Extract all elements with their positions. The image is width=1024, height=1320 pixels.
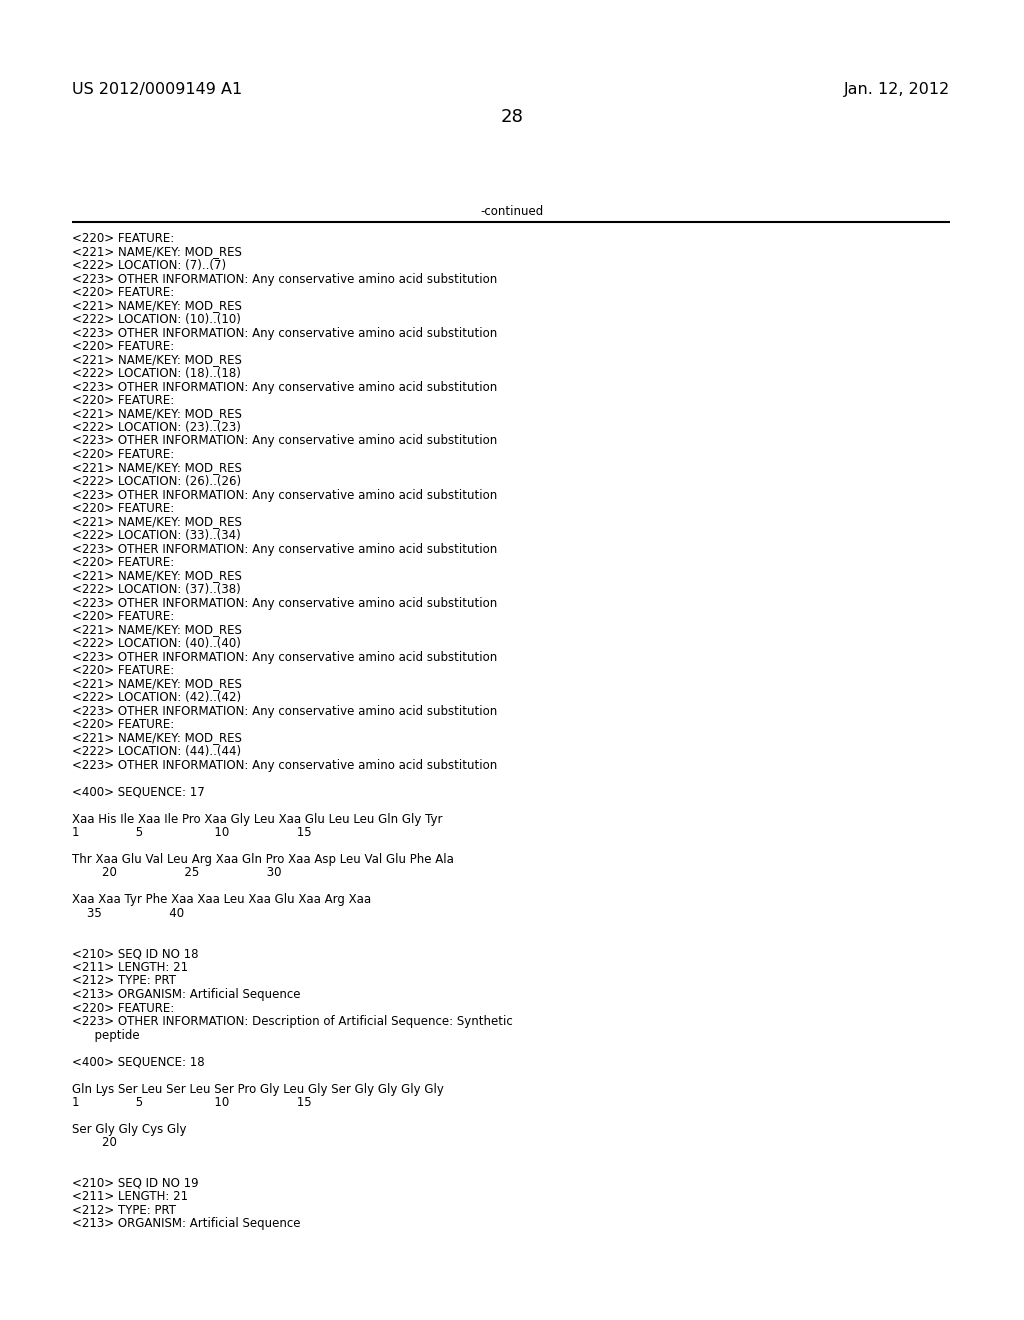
Text: Jan. 12, 2012: Jan. 12, 2012 (844, 82, 950, 96)
Text: <213> ORGANISM: Artificial Sequence: <213> ORGANISM: Artificial Sequence (72, 1217, 300, 1230)
Text: <221> NAME/KEY: MOD_RES: <221> NAME/KEY: MOD_RES (72, 354, 242, 367)
Text: <223> OTHER INFORMATION: Any conservative amino acid substitution: <223> OTHER INFORMATION: Any conservativ… (72, 326, 498, 339)
Text: <221> NAME/KEY: MOD_RES: <221> NAME/KEY: MOD_RES (72, 408, 242, 421)
Text: <220> FEATURE:: <220> FEATURE: (72, 718, 174, 731)
Text: Thr Xaa Glu Val Leu Arg Xaa Gln Pro Xaa Asp Leu Val Glu Phe Ala: Thr Xaa Glu Val Leu Arg Xaa Gln Pro Xaa … (72, 853, 454, 866)
Text: <222> LOCATION: (33)..(34): <222> LOCATION: (33)..(34) (72, 529, 241, 543)
Text: <211> LENGTH: 21: <211> LENGTH: 21 (72, 961, 188, 974)
Text: <223> OTHER INFORMATION: Any conservative amino acid substitution: <223> OTHER INFORMATION: Any conservativ… (72, 380, 498, 393)
Text: <220> FEATURE:: <220> FEATURE: (72, 393, 174, 407)
Text: 28: 28 (501, 108, 523, 125)
Text: peptide: peptide (72, 1028, 139, 1041)
Text: <222> LOCATION: (18)..(18): <222> LOCATION: (18)..(18) (72, 367, 241, 380)
Text: <222> LOCATION: (23)..(23): <222> LOCATION: (23)..(23) (72, 421, 241, 434)
Text: 35                  40: 35 40 (72, 907, 184, 920)
Text: -continued: -continued (480, 205, 544, 218)
Text: Xaa His Ile Xaa Ile Pro Xaa Gly Leu Xaa Glu Leu Leu Gln Gly Tyr: Xaa His Ile Xaa Ile Pro Xaa Gly Leu Xaa … (72, 813, 442, 825)
Text: <222> LOCATION: (42)..(42): <222> LOCATION: (42)..(42) (72, 690, 241, 704)
Text: <220> FEATURE:: <220> FEATURE: (72, 502, 174, 515)
Text: <211> LENGTH: 21: <211> LENGTH: 21 (72, 1191, 188, 1204)
Text: <221> NAME/KEY: MOD_RES: <221> NAME/KEY: MOD_RES (72, 246, 242, 259)
Text: <221> NAME/KEY: MOD_RES: <221> NAME/KEY: MOD_RES (72, 462, 242, 474)
Text: <210> SEQ ID NO 19: <210> SEQ ID NO 19 (72, 1177, 199, 1191)
Text: <221> NAME/KEY: MOD_RES: <221> NAME/KEY: MOD_RES (72, 569, 242, 582)
Text: <400> SEQUENCE: 18: <400> SEQUENCE: 18 (72, 1056, 205, 1068)
Text: <222> LOCATION: (26)..(26): <222> LOCATION: (26)..(26) (72, 475, 241, 488)
Text: <223> OTHER INFORMATION: Any conservative amino acid substitution: <223> OTHER INFORMATION: Any conservativ… (72, 434, 498, 447)
Text: 20: 20 (72, 1137, 117, 1150)
Text: <222> LOCATION: (10)..(10): <222> LOCATION: (10)..(10) (72, 313, 241, 326)
Text: <223> OTHER INFORMATION: Any conservative amino acid substitution: <223> OTHER INFORMATION: Any conservativ… (72, 651, 498, 664)
Text: <222> LOCATION: (44)..(44): <222> LOCATION: (44)..(44) (72, 744, 241, 758)
Text: <222> LOCATION: (40)..(40): <222> LOCATION: (40)..(40) (72, 638, 241, 649)
Text: <220> FEATURE:: <220> FEATURE: (72, 232, 174, 246)
Text: <221> NAME/KEY: MOD_RES: <221> NAME/KEY: MOD_RES (72, 731, 242, 744)
Text: <221> NAME/KEY: MOD_RES: <221> NAME/KEY: MOD_RES (72, 623, 242, 636)
Text: <213> ORGANISM: Artificial Sequence: <213> ORGANISM: Artificial Sequence (72, 987, 300, 1001)
Text: <220> FEATURE:: <220> FEATURE: (72, 556, 174, 569)
Text: Ser Gly Gly Cys Gly: Ser Gly Gly Cys Gly (72, 1123, 186, 1137)
Text: <223> OTHER INFORMATION: Description of Artificial Sequence: Synthetic: <223> OTHER INFORMATION: Description of … (72, 1015, 513, 1028)
Text: US 2012/0009149 A1: US 2012/0009149 A1 (72, 82, 243, 96)
Text: <223> OTHER INFORMATION: Any conservative amino acid substitution: <223> OTHER INFORMATION: Any conservativ… (72, 272, 498, 285)
Text: <212> TYPE: PRT: <212> TYPE: PRT (72, 1204, 176, 1217)
Text: <220> FEATURE:: <220> FEATURE: (72, 664, 174, 677)
Text: <223> OTHER INFORMATION: Any conservative amino acid substitution: <223> OTHER INFORMATION: Any conservativ… (72, 705, 498, 718)
Text: Gln Lys Ser Leu Ser Leu Ser Pro Gly Leu Gly Ser Gly Gly Gly Gly: Gln Lys Ser Leu Ser Leu Ser Pro Gly Leu … (72, 1082, 443, 1096)
Text: <223> OTHER INFORMATION: Any conservative amino acid substitution: <223> OTHER INFORMATION: Any conservativ… (72, 597, 498, 610)
Text: 20                  25                  30: 20 25 30 (72, 866, 282, 879)
Text: <212> TYPE: PRT: <212> TYPE: PRT (72, 974, 176, 987)
Text: 1               5                   10                  15: 1 5 10 15 (72, 1096, 311, 1109)
Text: <223> OTHER INFORMATION: Any conservative amino acid substitution: <223> OTHER INFORMATION: Any conservativ… (72, 488, 498, 502)
Text: <220> FEATURE:: <220> FEATURE: (72, 1002, 174, 1015)
Text: 1               5                   10                  15: 1 5 10 15 (72, 826, 311, 840)
Text: <223> OTHER INFORMATION: Any conservative amino acid substitution: <223> OTHER INFORMATION: Any conservativ… (72, 759, 498, 771)
Text: <220> FEATURE:: <220> FEATURE: (72, 447, 174, 461)
Text: <210> SEQ ID NO 18: <210> SEQ ID NO 18 (72, 948, 199, 961)
Text: <222> LOCATION: (37)..(38): <222> LOCATION: (37)..(38) (72, 583, 241, 597)
Text: <221> NAME/KEY: MOD_RES: <221> NAME/KEY: MOD_RES (72, 677, 242, 690)
Text: <221> NAME/KEY: MOD_RES: <221> NAME/KEY: MOD_RES (72, 300, 242, 313)
Text: <220> FEATURE:: <220> FEATURE: (72, 610, 174, 623)
Text: <222> LOCATION: (7)..(7): <222> LOCATION: (7)..(7) (72, 259, 226, 272)
Text: <223> OTHER INFORMATION: Any conservative amino acid substitution: <223> OTHER INFORMATION: Any conservativ… (72, 543, 498, 556)
Text: <400> SEQUENCE: 17: <400> SEQUENCE: 17 (72, 785, 205, 799)
Text: Xaa Xaa Tyr Phe Xaa Xaa Leu Xaa Glu Xaa Arg Xaa: Xaa Xaa Tyr Phe Xaa Xaa Leu Xaa Glu Xaa … (72, 894, 371, 907)
Text: <221> NAME/KEY: MOD_RES: <221> NAME/KEY: MOD_RES (72, 516, 242, 528)
Text: <220> FEATURE:: <220> FEATURE: (72, 286, 174, 300)
Text: <220> FEATURE:: <220> FEATURE: (72, 341, 174, 352)
